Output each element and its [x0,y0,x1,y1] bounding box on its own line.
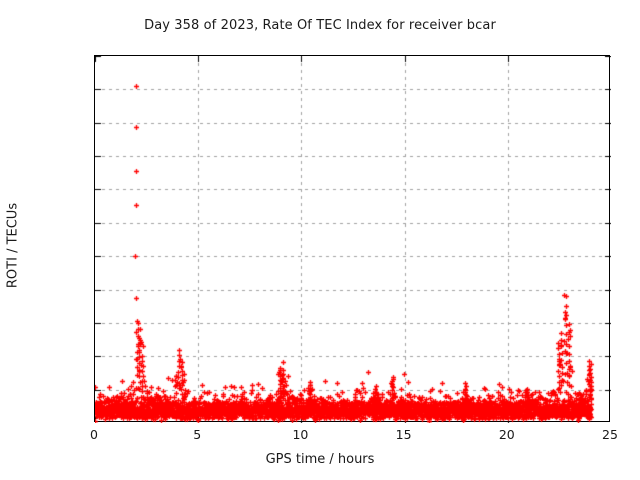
y-axis-label: ROTI / TECUs [5,202,21,289]
scatter-canvas [95,56,611,423]
x-tick-label: 15 [395,427,412,442]
x-tick-label: 5 [193,427,202,442]
x-tick-label: 10 [292,427,309,442]
x-tick-label: 20 [498,427,515,442]
plot-area [94,55,611,423]
x-tick-label: 0 [90,427,98,442]
chart-title: Day 358 of 2023, Rate Of TEC Index for r… [144,18,496,33]
x-axis-label: GPS time / hours [265,452,375,467]
x-tick-label: 25 [602,427,618,442]
